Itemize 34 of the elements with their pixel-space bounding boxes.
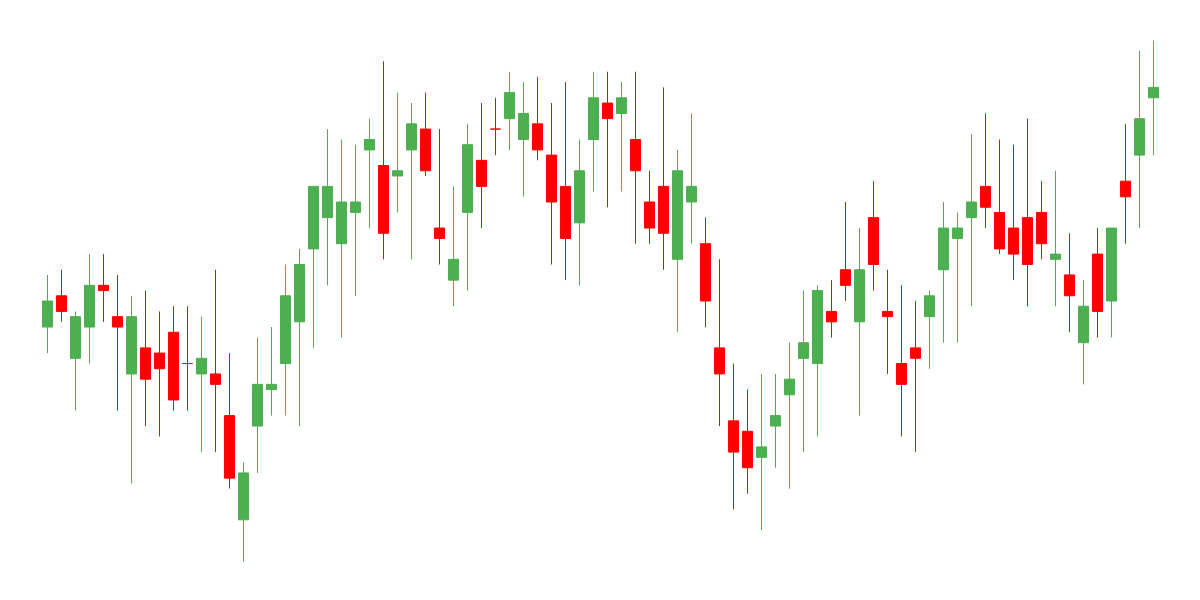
candlestick [769,373,782,469]
candlestick [181,305,194,411]
candlestick [965,133,978,307]
candlestick [783,342,796,490]
candlestick [349,144,362,297]
candlestick [1119,123,1132,245]
candlestick [1147,40,1160,156]
candlestick [895,284,908,437]
candlestick [1049,170,1062,307]
candlestick [209,269,222,453]
candlestick [111,274,124,411]
candlestick [391,92,404,213]
candlestick [153,310,166,437]
candlestick [601,71,614,208]
candlestick [433,128,446,266]
candlestick [1063,232,1076,333]
candlestick [615,81,628,193]
candlestick [839,201,852,302]
candlestick [447,185,460,307]
candlestick [881,269,894,375]
candlestick [195,316,208,453]
candlestick [265,326,278,417]
candlestick [97,253,110,323]
candlestick [951,211,964,344]
candlestick [363,118,376,229]
candlestick [979,112,992,229]
candlestick [797,290,810,453]
candlestick [755,373,768,531]
candlestick [489,97,502,156]
candlestick [909,300,922,453]
candlestick [825,279,838,338]
candlestick [55,269,68,323]
candlestick [685,112,698,245]
candlestick [923,290,936,370]
